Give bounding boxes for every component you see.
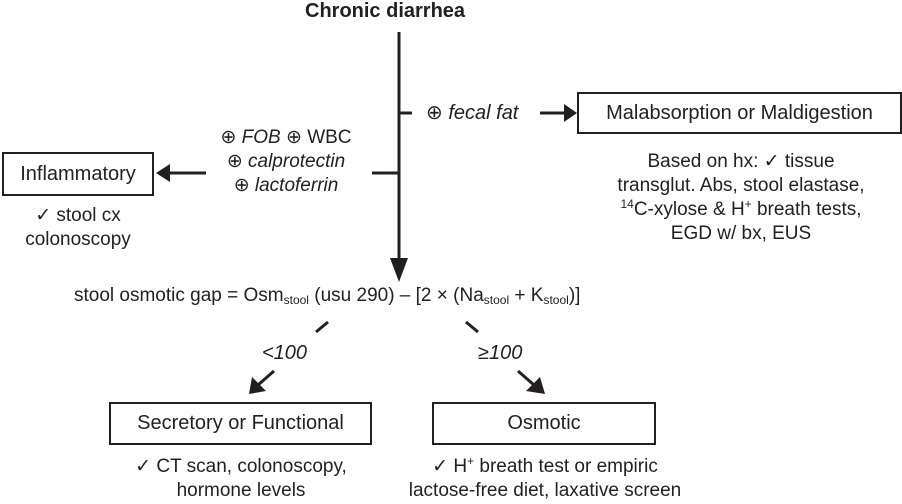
positive-symbol: ⊕ bbox=[286, 127, 302, 148]
osmotic-workup-line: lactose-free diet, laxative screen bbox=[408, 480, 682, 501]
calprotectin-marker: calprotectin bbox=[248, 151, 346, 172]
secretory-workup: ✓ CT scan, colonoscopy, hormone levels bbox=[86, 455, 396, 503]
positive-symbol: ⊕ bbox=[233, 175, 250, 196]
osmotic-diagonal-bottom bbox=[517, 369, 535, 387]
fecal-fat-label: ⊕ fecal fat bbox=[426, 102, 518, 125]
malabsorption-workup-line: 14C-xylose & H+ breath tests, bbox=[620, 197, 862, 220]
marker-line: ⊕ lactoferrin bbox=[196, 174, 376, 198]
inflammatory-markers: ⊕ FOB ⊕ WBC ⊕ calprotectin ⊕ lactoferrin bbox=[196, 126, 376, 198]
inflammatory-workup-line: colonoscopy bbox=[25, 229, 131, 250]
secretory-diagonal-bottom bbox=[257, 369, 275, 387]
diagram-title: Chronic diarrhea bbox=[305, 0, 466, 22]
osmotic-diagonal-top bbox=[465, 320, 479, 334]
wbc-marker: WBC bbox=[307, 127, 352, 148]
isotope-superscript: 14 bbox=[620, 197, 634, 211]
inflammatory-arrowhead bbox=[156, 164, 170, 182]
osmotic-gap-formula: stool osmotic gap = Osmstool (usu 290) –… bbox=[74, 285, 581, 307]
secretory-diagonal-top bbox=[315, 320, 329, 334]
fecal-fat-arrowhead bbox=[564, 104, 577, 122]
secretory-threshold: <100 bbox=[262, 342, 308, 364]
osmotic-threshold: ≥100 bbox=[478, 342, 523, 364]
inflammatory-workup-line: ✓ stool cx bbox=[35, 205, 121, 226]
hydrogen-ion-superscript: + bbox=[744, 197, 752, 211]
secretory-workup-line: ✓ CT scan, colonoscopy, bbox=[135, 456, 347, 477]
malabsorption-workup-line: Based on hx: ✓ tissue bbox=[647, 151, 835, 172]
secretory-arrowhead bbox=[249, 377, 266, 394]
osmotic-workup: ✓ H+ breath test or empiric lactose-free… bbox=[390, 455, 700, 503]
osmotic-arrowhead bbox=[526, 377, 545, 394]
fob-marker: FOB bbox=[241, 127, 281, 148]
malabsorption-workup-line: transglut. Abs, stool elastase, bbox=[617, 175, 865, 196]
positive-symbol: ⊕ bbox=[426, 102, 443, 124]
malabsorption-box: Malabsorption or Maldigestion bbox=[577, 92, 902, 134]
inflammatory-box: Inflammatory bbox=[2, 152, 154, 196]
malabsorption-workup-line: EGD w/ bx, EUS bbox=[670, 223, 812, 244]
osmotic-box: Osmotic bbox=[432, 402, 656, 445]
osmotic-workup-line: ✓ H+ breath test or empiric bbox=[432, 454, 658, 477]
secretory-box: Secretory or Functional bbox=[109, 402, 372, 445]
lactoferrin-marker: lactoferrin bbox=[254, 175, 339, 196]
inflammatory-workup: ✓ stool cx colonoscopy bbox=[2, 204, 154, 252]
positive-symbol: ⊕ bbox=[220, 127, 237, 148]
positive-symbol: ⊕ bbox=[226, 151, 243, 172]
hydrogen-ion-superscript: + bbox=[467, 454, 475, 468]
marker-line: ⊕ calprotectin bbox=[196, 150, 376, 174]
malabsorption-workup: Based on hx: ✓ tissue transglut. Abs, st… bbox=[584, 150, 898, 246]
secretory-workup-line: hormone levels bbox=[176, 480, 306, 501]
fecal-fat-text: fecal fat bbox=[448, 102, 519, 124]
marker-line: ⊕ FOB ⊕ WBC bbox=[196, 126, 376, 150]
main-arrowhead bbox=[390, 258, 408, 282]
